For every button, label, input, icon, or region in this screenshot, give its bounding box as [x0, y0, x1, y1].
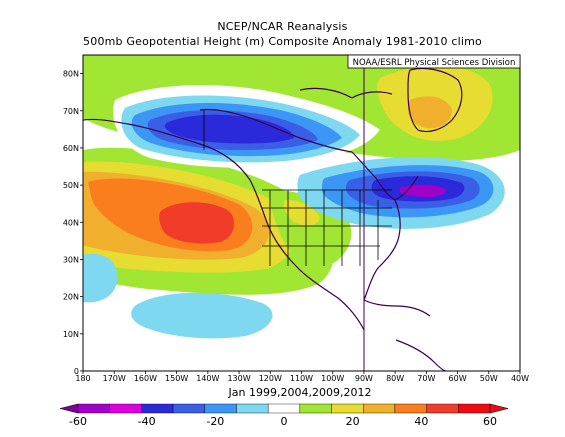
- lat-tick-label: 30N: [63, 255, 79, 264]
- colorbar-swatch: [331, 403, 364, 414]
- coastline-east: [363, 199, 401, 301]
- colorbar-tick-label: -40: [138, 415, 156, 428]
- lat-tick-label: 70N: [63, 107, 79, 116]
- lon-tick-label: 130W: [227, 374, 250, 383]
- date-label: Jan 1999,2004,2009,2012: [228, 386, 372, 399]
- lon-tick-label: 70W: [417, 374, 435, 383]
- latitude-axis: 0 10N 20N 30N 40N 50N 60N 70N 80N: [63, 70, 83, 376]
- coastline-alaska: [199, 108, 353, 153]
- colorbar-swatch: [363, 403, 396, 414]
- colorbar-tick-label: 60: [483, 415, 497, 428]
- lat-tick-label: 80N: [63, 70, 79, 79]
- lon-tick-label: 140W: [196, 374, 219, 383]
- colorbar-swatch: [109, 403, 142, 414]
- credit-box: [347, 54, 521, 69]
- colorbar-swatch: [204, 403, 237, 414]
- colorbar-tick-label: -20: [206, 415, 224, 428]
- lon-tick-label: 120W: [259, 374, 282, 383]
- lat-tick-label: 50N: [63, 181, 79, 190]
- lat-tick-label: 40N: [63, 218, 79, 227]
- coastline-south-america: [395, 339, 447, 371]
- chart-subtitle: 500mb Geopotential Height (m) Composite …: [83, 35, 482, 48]
- lat-tick-label: 0: [74, 367, 79, 376]
- western-na-positive-inner: [284, 200, 320, 226]
- political-boundaries: [203, 110, 392, 266]
- lon-tick-label: 40W: [511, 374, 529, 383]
- subtropical-negative-central: [131, 292, 273, 339]
- lon-tick-label: 150W: [165, 374, 188, 383]
- lon-tick-label: 170W: [103, 374, 126, 383]
- colorbar-swatch: [77, 403, 110, 414]
- colorbar: [59, 403, 509, 414]
- lat-tick-label: 20N: [63, 293, 79, 302]
- pacific-high-anomaly: [83, 147, 334, 295]
- colorbar-swatch: [426, 403, 459, 414]
- lat-tick-label: 10N: [63, 330, 79, 339]
- colorbar-swatch: [172, 403, 205, 414]
- coastline-caribbean: [363, 299, 431, 317]
- lon-tick-label: 160W: [134, 374, 157, 383]
- greenland-high-anomaly: [377, 65, 493, 141]
- colorbar-swatch: [236, 403, 269, 414]
- lon-tick-label: 50W: [480, 374, 498, 383]
- colorbar-tick-label: -60: [69, 415, 87, 428]
- colorbar-swatch: [141, 403, 174, 414]
- colorbar-tick-label: 20: [346, 415, 360, 428]
- coastline-north-america-west: [83, 118, 365, 331]
- subtropical-negative-west: [83, 253, 118, 303]
- lon-tick-label: 60W: [449, 374, 467, 383]
- colorbar-swatch: [299, 403, 332, 414]
- lon-tick-label: 100W: [321, 374, 344, 383]
- lon-tick-label: 80W: [386, 374, 404, 383]
- colorbar-arrow-low: [59, 403, 79, 414]
- credit-label: NOAA/ESRL Physical Sciences Division: [353, 58, 516, 68]
- colorbar-arrow-high: [489, 403, 509, 414]
- colorbar-tick-label: 0: [281, 415, 288, 428]
- lon-tick-label: 180: [75, 374, 90, 383]
- anomaly-field: [83, 55, 520, 339]
- lat-tick-label: 60N: [63, 144, 79, 153]
- colorbar-swatch: [394, 403, 427, 414]
- eastern-canada-low-anomaly: [297, 157, 505, 229]
- coastline-greenland: [407, 67, 463, 133]
- coastline-arctic-islands: [299, 87, 393, 99]
- chart-title: NCEP/NCAR Reanalysis: [217, 20, 348, 33]
- longitude-axis: 180 170W 160W 150W 140W 130W 120W 110W 100W 90W 80…: [75, 371, 529, 383]
- colorbar-swatch: [458, 403, 491, 414]
- lon-tick-label: 110W: [290, 374, 313, 383]
- colorbar-swatch: [267, 403, 301, 414]
- colorbar-tick-label: 40: [414, 415, 428, 428]
- lon-tick-label: 90W: [355, 374, 373, 383]
- colorbar-labels: -60 -40 -20 0 20 40 60: [69, 415, 497, 428]
